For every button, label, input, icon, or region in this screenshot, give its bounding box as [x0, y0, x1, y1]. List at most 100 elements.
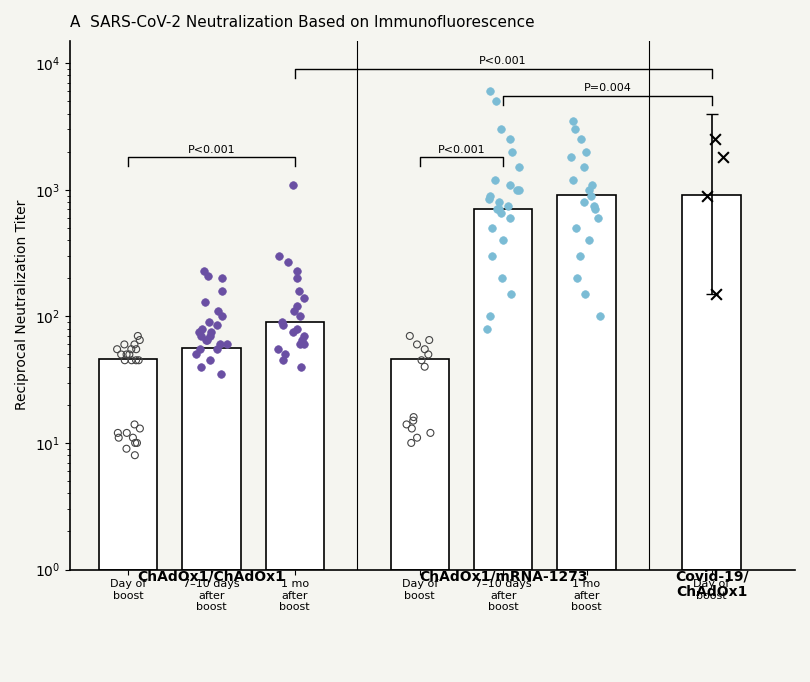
Point [194, 331, 207, 342]
Point [495, 124, 508, 135]
Point [286, 179, 299, 190]
Point [120, 349, 133, 360]
Point [211, 344, 224, 355]
Point [132, 355, 145, 366]
Point [483, 193, 496, 204]
Point [130, 344, 143, 355]
Point [276, 355, 289, 366]
Point [423, 335, 436, 346]
Bar [182, 349, 241, 569]
Point [424, 428, 437, 439]
Point [582, 235, 595, 246]
Point [279, 349, 292, 360]
Point [193, 327, 206, 338]
Point [411, 339, 424, 350]
Point [501, 200, 514, 211]
Point [297, 331, 310, 342]
Point [583, 184, 596, 195]
Point [587, 200, 600, 211]
Point [407, 412, 420, 423]
Y-axis label: Reciprocal Neutralization Titer: Reciprocal Neutralization Titer [15, 200, 29, 411]
Point [118, 355, 131, 366]
Point [130, 355, 143, 366]
Point [294, 339, 307, 350]
Point [298, 339, 311, 350]
Point [113, 432, 126, 443]
Point [411, 432, 424, 443]
Point [709, 134, 722, 145]
Point [512, 184, 525, 195]
Point [216, 311, 229, 322]
Point [120, 443, 133, 454]
Point [489, 175, 502, 186]
Point [131, 331, 144, 342]
Text: P<0.001: P<0.001 [480, 57, 527, 66]
Bar [390, 359, 449, 569]
Point [130, 437, 143, 448]
Point [569, 124, 582, 135]
Point [709, 288, 722, 299]
Point [134, 423, 147, 434]
Point [275, 316, 288, 327]
Point [495, 208, 508, 219]
Point [716, 152, 729, 163]
Point [196, 323, 209, 334]
Point [272, 344, 285, 355]
Point [204, 355, 217, 366]
Point [592, 212, 605, 223]
Point [118, 339, 131, 350]
Point [570, 273, 583, 284]
Point [701, 190, 714, 201]
Point [291, 301, 304, 312]
Point [276, 320, 289, 331]
Point [215, 273, 228, 284]
Text: ChAdOx1/ChAdOx1: ChAdOx1/ChAdOx1 [138, 569, 285, 583]
Point [573, 250, 586, 261]
Point [403, 331, 416, 342]
Point [125, 355, 138, 366]
Point [290, 265, 303, 276]
Text: Covid-19/
ChAdOx1: Covid-19/ ChAdOx1 [675, 569, 748, 599]
Point [574, 134, 587, 145]
Point [503, 212, 516, 223]
Point [123, 349, 136, 360]
Point [129, 437, 142, 448]
Point [589, 204, 602, 215]
Point [202, 316, 215, 327]
Bar [266, 321, 324, 569]
Point [194, 361, 207, 372]
Point [485, 250, 498, 261]
Point [292, 285, 305, 296]
Point [510, 184, 523, 195]
Point [201, 335, 214, 346]
Point [111, 428, 124, 439]
Point [492, 196, 505, 207]
Point [422, 349, 435, 360]
Text: P=0.004: P=0.004 [583, 83, 631, 93]
Point [190, 349, 202, 360]
Point [485, 222, 498, 233]
Point [204, 331, 217, 342]
Point [506, 146, 519, 157]
Point [566, 175, 579, 186]
Point [503, 179, 516, 190]
Point [273, 250, 286, 261]
Point [405, 423, 418, 434]
Point [111, 344, 124, 355]
Point [565, 152, 578, 163]
Point [204, 327, 217, 338]
Point [126, 432, 139, 443]
Point [578, 196, 590, 207]
Point [415, 355, 428, 366]
Point [128, 449, 141, 460]
Text: P<0.001: P<0.001 [188, 145, 235, 155]
Point [211, 320, 224, 331]
Point [484, 86, 497, 97]
Point [290, 273, 303, 284]
Point [594, 311, 607, 322]
Point [504, 288, 517, 299]
Bar [683, 196, 741, 569]
Text: ChAdOx1/mRNA-1273: ChAdOx1/mRNA-1273 [419, 569, 587, 583]
Point [294, 361, 307, 372]
Point [134, 335, 147, 346]
